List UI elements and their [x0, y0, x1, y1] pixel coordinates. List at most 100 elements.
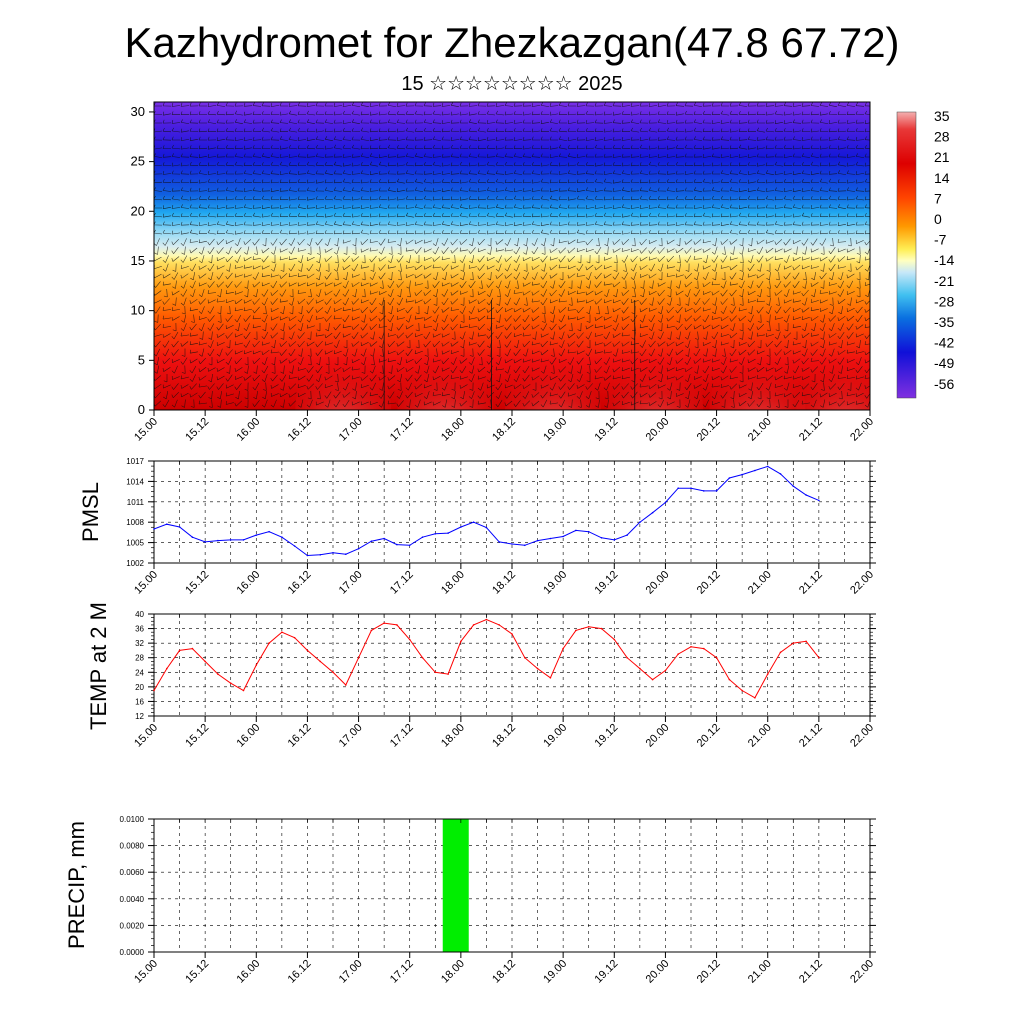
warm-spot [295, 342, 392, 410]
pmsl-data-point [178, 526, 181, 528]
pmsl-x-tick-label: 16.12 [286, 569, 314, 597]
precip-y-tick-label: 0.0020 [120, 921, 145, 930]
pmsl-data-point [383, 537, 385, 540]
temp-data-point [447, 673, 449, 675]
temp-data-point [357, 656, 360, 659]
cross-section-y-tick-label: 10 [131, 303, 145, 318]
pmsl-x-tick-label: 22.00 [848, 569, 876, 597]
warm-spot [504, 342, 601, 410]
warm-spot [796, 342, 870, 410]
colorbar-label: 0 [934, 211, 942, 227]
colorbar-label: -35 [934, 314, 954, 330]
temp-x-tick-label: 17.12 [388, 722, 416, 750]
temp-data-point [728, 678, 731, 681]
temp-x-tick-label: 17.00 [337, 722, 365, 750]
temp-data-point [229, 682, 232, 684]
pmsl-y-tick-label: 1014 [126, 477, 144, 486]
temp-y-tick-label: 20 [135, 683, 144, 692]
temp-x-tick-label: 20.12 [695, 722, 723, 750]
precip-y-tick-label: 0.0100 [120, 815, 145, 824]
pmsl-data-point [805, 494, 807, 496]
colorbar-labels: 35 28 21 14 7 0 -7 -14 -21 -28 -35 -42 -49 -56 [934, 108, 954, 392]
pmsl-data-point [562, 535, 564, 538]
cross-section-x-tick-label: 16.12 [286, 416, 314, 444]
pmsl-data-point [281, 536, 283, 538]
temp-data-point [485, 618, 488, 621]
precip-x-tick-label: 21.00 [746, 958, 774, 986]
cross-section-x-tick-label: 16.00 [234, 416, 262, 444]
colorbar: 35 28 21 14 7 0 -7 -14 -21 -28 -35 -42 -49 -56 [896, 108, 954, 399]
precip-x-tick-label: 22.00 [848, 958, 876, 986]
temp-data-point [703, 647, 705, 650]
pmsl-data-point [498, 541, 501, 543]
temp-data-point [281, 631, 283, 633]
temp-data-point [255, 664, 258, 666]
pmsl-x-axis: 15.00 15.12 16.00 16.12 17.00 17.12 18.00 18.12… [132, 563, 876, 597]
pmsl-data-point [639, 521, 641, 523]
precip-y-tick-label: 0.0060 [120, 868, 145, 877]
temp-x-tick-label: 22.00 [848, 722, 876, 750]
temp-data-point [204, 660, 206, 663]
cross-section-x-tick-label: 15.00 [132, 416, 160, 444]
temp-data-point [217, 673, 219, 675]
pmsl-data-point [370, 540, 373, 542]
precip-x-tick-label: 15.00 [132, 958, 160, 986]
pmsl-data-point [153, 528, 155, 530]
temp-y-axis: 12 16 20 24 28 32 36 40 [135, 610, 876, 721]
page-title: Kazhydromet for Zhezkazgan(47.8 67.72) [124, 19, 900, 66]
precip-y-axis: 0.0000 0.0020 0.0040 0.0060 0.0080 0.0100 [120, 815, 876, 957]
temp-data-point [792, 642, 795, 644]
pmsl-data-point [715, 490, 718, 492]
temp-y-tick-label: 24 [135, 668, 144, 677]
colorbar-label: 28 [934, 129, 950, 145]
precip-axis-label: PRECIP, mm [64, 821, 89, 949]
temp-data-point [805, 640, 807, 643]
cross-section-x-tick-label: 19.12 [592, 416, 620, 444]
cross-section-x-tick-label: 15.12 [183, 416, 211, 444]
cross-section-y-tick-label: 20 [131, 203, 145, 218]
temp-data-point [383, 622, 385, 624]
temp-data-point [408, 638, 411, 641]
pmsl-data-point [434, 533, 437, 535]
temp-data-point [191, 647, 194, 650]
pmsl-data-point [460, 526, 462, 528]
pmsl-data-point [332, 552, 334, 554]
temp-x-tick-label: 16.12 [286, 722, 314, 750]
cross-section-y-axis: 0 5 10 15 20 25 30 [131, 104, 154, 417]
temp-grid [154, 614, 870, 716]
pmsl-data-point [447, 532, 449, 534]
pmsl-y-tick-label: 1005 [126, 539, 144, 548]
pmsl-x-tick-label: 17.12 [388, 569, 416, 597]
cross-section-y-tick-label: 0 [138, 402, 145, 417]
precip-x-tick-label: 16.00 [234, 958, 262, 986]
cross-section-x-tick-label: 18.00 [439, 416, 467, 444]
temp-x-tick-label: 20.00 [644, 722, 672, 750]
cross-section-x-tick-label: 17.00 [337, 416, 365, 444]
temp-data-point [511, 633, 513, 635]
colorbar-label: -14 [934, 252, 954, 268]
precip-x-tick-label: 21.12 [797, 958, 825, 986]
temp-data-point [715, 656, 718, 659]
page-subtitle: 15 ☆☆☆☆☆☆☆☆ 2025 [401, 73, 623, 95]
pmsl-data-point [664, 501, 667, 504]
temp-data-point [370, 629, 373, 632]
pmsl-grid [154, 461, 870, 563]
pmsl-x-tick-label: 19.12 [592, 569, 620, 597]
cross-section-x-tick-label: 19.00 [541, 416, 569, 444]
temp-data-point [498, 624, 501, 626]
temp-data-point [639, 667, 641, 670]
temp-y-tick-label: 12 [135, 712, 144, 721]
cross-section-x-tick-label: 20.12 [695, 416, 723, 444]
precip-y-tick-label: 0.0000 [120, 948, 145, 957]
pmsl-data-point [421, 536, 424, 538]
warm-spot [607, 342, 704, 410]
temp-x-tick-label: 19.00 [541, 722, 569, 750]
temp-data-point [779, 651, 782, 654]
pmsl-data-point [511, 543, 513, 545]
pmsl-data-point [357, 547, 360, 550]
temp-data-point [396, 624, 398, 626]
temp-data-point [460, 640, 462, 643]
pmsl-data-point [728, 477, 731, 479]
pmsl-data-point [600, 537, 603, 539]
